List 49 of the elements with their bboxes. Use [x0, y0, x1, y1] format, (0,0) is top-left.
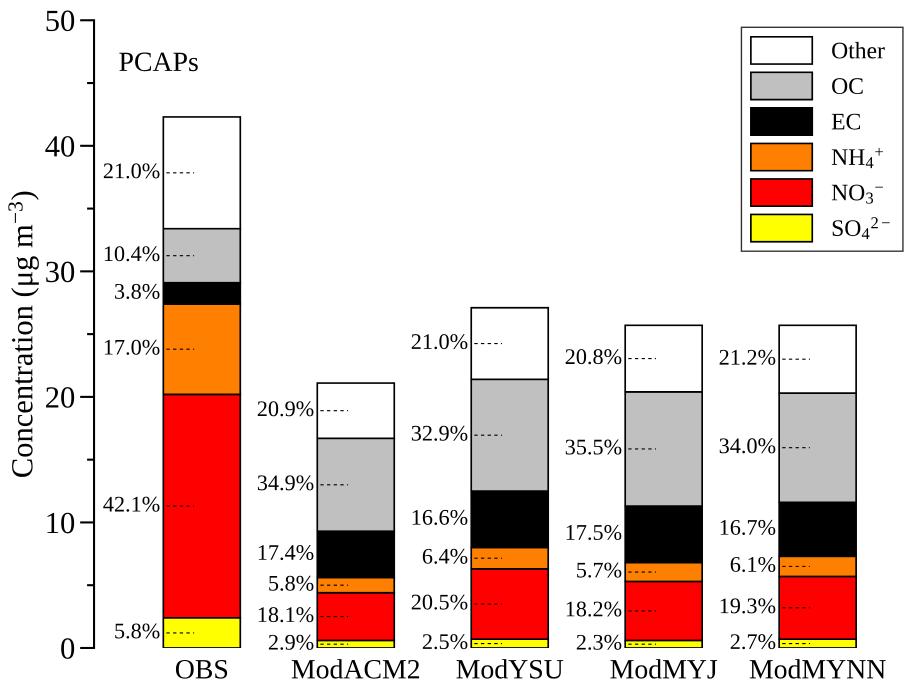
y-tick-label: 20: [46, 387, 74, 408]
y-axis-title: Concentration (μg m$^{−3}$): [8, 192, 39, 477]
annotation: PCAPs: [119, 52, 198, 72]
x-tick-label: ModYSU: [456, 659, 564, 679]
annotation: 18.1%: [258, 607, 314, 622]
annotation: 10.4%: [104, 246, 160, 262]
annotation: 35.5%: [566, 440, 622, 455]
annotation: 2.7%: [730, 634, 776, 650]
legend-label: SO$_{4}$$^{2−}$: [832, 217, 890, 240]
annotation: 5.8%: [115, 623, 160, 639]
annotation: 2.9%: [268, 634, 314, 650]
annotation: 19.3%: [720, 598, 776, 614]
legend-label: EC: [832, 114, 860, 130]
annotation: 6.4%: [422, 548, 468, 564]
annotation: 21.0%: [412, 334, 468, 350]
annotation: 34.9%: [258, 475, 314, 490]
annotation: 17.5%: [566, 524, 622, 540]
legend-label: NO$_{3}$$^{−}$: [832, 184, 883, 204]
x-tick-label: OBS: [176, 660, 228, 679]
annotation: 2.5%: [422, 634, 468, 650]
annotation: 21.0%: [104, 163, 160, 178]
annotation: 21.2%: [720, 350, 776, 365]
annotation: 20.5%: [412, 594, 468, 610]
annotation: 20.8%: [566, 349, 622, 364]
annotation: 17.4%: [258, 545, 314, 560]
annotation: 5.7%: [577, 562, 622, 578]
y-tick-label: 40: [45, 136, 74, 157]
annotation: 16.6%: [412, 510, 468, 525]
annotation: 20.9%: [258, 401, 314, 416]
annotation: 32.9%: [412, 426, 468, 441]
legend-label: OC: [832, 78, 863, 94]
annotation: 42.1%: [103, 496, 160, 512]
y-tick-label: 50: [46, 10, 74, 32]
annotation: 2.3%: [576, 634, 622, 650]
annotation: 3.8%: [115, 284, 160, 299]
legend-label: NH$_{4}$$^{+}$: [832, 148, 883, 168]
y-tick-label: 0: [61, 638, 74, 659]
x-tick-label: ModACM2: [292, 659, 420, 679]
annotation: 5.8%: [269, 576, 314, 591]
x-tick-label: ModMYJ: [610, 659, 718, 679]
annotation: 17.0%: [104, 340, 160, 355]
annotation: 16.7%: [720, 520, 776, 535]
annotation: 18.2%: [566, 602, 622, 617]
annotation: 34.0%: [720, 438, 776, 454]
annotation: 6.1%: [730, 556, 776, 572]
y-tick-label: 10: [47, 512, 74, 534]
x-tick-label: ModMYNN: [750, 659, 886, 679]
legend-label: Other: [832, 42, 885, 59]
y-tick-label: 30: [46, 262, 74, 282]
